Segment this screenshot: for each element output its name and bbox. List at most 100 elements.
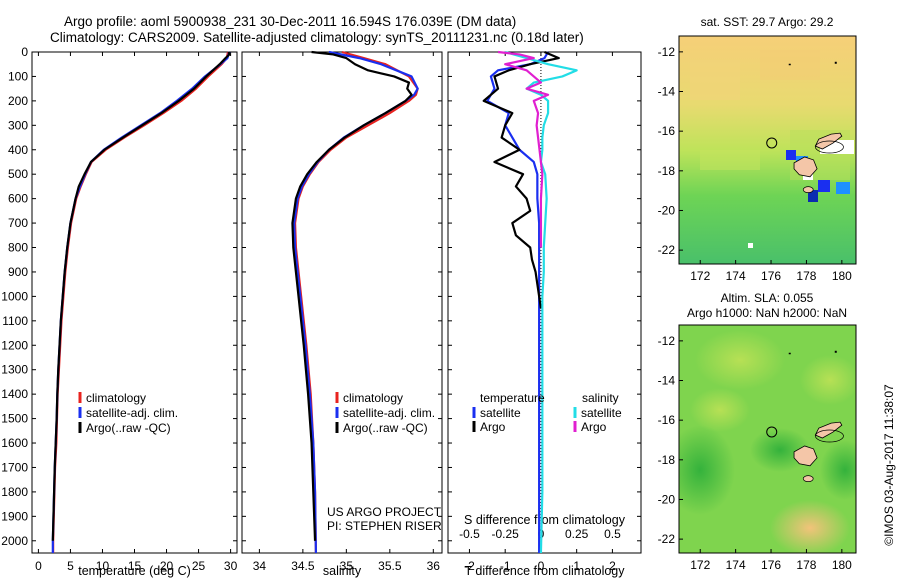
salinity-x-tick-label: 36: [427, 559, 441, 573]
temperature-x-tick-label: 15: [128, 559, 142, 573]
depth-tick-label: 100: [8, 69, 28, 83]
argo-position-marker: [766, 426, 778, 438]
lat-tick-label: -12: [658, 45, 676, 59]
argo-position-marker: [766, 137, 778, 149]
difference-series-salinity-satellite: [504, 50, 578, 554]
island-dot: [788, 63, 791, 66]
lon-tick-label: 178: [796, 558, 816, 572]
lon-tick-label: 180: [832, 558, 852, 572]
s-diff-tick-label: -0.5: [459, 527, 480, 541]
s-diff-tick-label: 0.5: [604, 527, 621, 541]
legend-s-satellite-label: satellite: [581, 406, 622, 420]
salinity-x-tick-label: 35: [340, 559, 354, 573]
s-diff-axis-label: S difference from climatology: [464, 513, 626, 527]
lat-tick-label: -18: [658, 453, 676, 467]
lon-tick-label: 180: [832, 269, 852, 283]
depth-tick-label: 600: [8, 192, 28, 206]
sla-map-title-line1: Altim. SLA: 0.055: [721, 291, 814, 305]
depth-tick-label: 900: [8, 265, 28, 279]
project-label: US ARGO PROJECT: [327, 505, 442, 519]
island-rotuma: [834, 350, 837, 353]
sla-map-axes: 172 174 176 178 180 -12 -14 -16 -18 -20 -22: [658, 324, 857, 572]
temperature-series-argo-raw-qc-: [51, 51, 231, 541]
depth-tick-label: 200: [8, 94, 28, 108]
lon-tick-label: 172: [690, 269, 710, 283]
depth-tick-label: 1400: [1, 387, 28, 401]
salinity-plot-frame: [241, 51, 443, 554]
figure-title-line2: Climatology: CARS2009. Satellite-adjuste…: [50, 30, 584, 45]
pi-label: PI: STEPHEN RISER: [327, 519, 442, 533]
imos-credit: ©IMOS 03-Aug-2017 11:38:07: [882, 384, 896, 546]
lon-tick-label: 176: [761, 269, 781, 283]
temperature-x-axis-label: temperature (deg C): [78, 564, 191, 578]
difference-x-axis-label: T difference from climatology: [464, 564, 625, 578]
land-viti-levu: [793, 445, 818, 467]
depth-tick-label: 1100: [2, 314, 28, 328]
lat-tick-label: -14: [658, 374, 676, 388]
lon-tick-label: 174: [726, 269, 746, 283]
depth-tick-label: 800: [8, 241, 28, 255]
depth-tick-label: 1300: [1, 363, 28, 377]
temperature-x-tick-label: 0: [35, 559, 42, 573]
depth-tick-label: 1800: [1, 485, 28, 499]
lon-tick-label: 176: [761, 558, 781, 572]
temperature-x-tick-label: 20: [160, 559, 174, 573]
depth-tick-label: 0: [21, 45, 28, 59]
depth-tick-label: 2000: [1, 534, 28, 548]
depth-tick-label: 300: [8, 118, 28, 132]
legend-argo-label: Argo(..raw -QC): [343, 421, 428, 435]
sla-map-frame: [678, 324, 857, 554]
lat-tick-label: -22: [658, 243, 676, 257]
depth-tick-label: 1900: [1, 509, 28, 523]
difference-x-tick-label: 1: [573, 559, 580, 573]
reef-outline: [815, 429, 844, 443]
lat-tick-label: -20: [658, 203, 676, 217]
reef-outline: [815, 140, 844, 154]
sla-map-title-line2: Argo h1000: NaN h2000: NaN: [687, 306, 847, 320]
sla-map: [679, 325, 856, 553]
legend-t-argo-label: Argo: [480, 420, 506, 434]
legend-satellite-adj-label: satellite-adj. clim.: [86, 406, 178, 420]
depth-tick-label: 1000: [1, 289, 28, 303]
sst-map-title: sat. SST: 29.7 Argo: 29.2: [701, 15, 834, 29]
depth-tick-label: 1500: [1, 412, 28, 426]
s-diff-tick-label: -0.25: [492, 527, 520, 541]
sst-map-frame: [678, 35, 857, 265]
salinity-x-tick-label: 34: [253, 559, 267, 573]
lat-tick-label: -22: [658, 532, 676, 546]
land-kadavu: [802, 475, 814, 483]
difference-x-tick-label: -1: [500, 559, 511, 573]
temperature-x-tick-label: 30: [224, 559, 238, 573]
difference-series-temperature-argo: [482, 50, 560, 309]
chart-temperature: 0100200300400500600700800900100011001200…: [1, 45, 237, 578]
salinity-x-tick-label: 35.5: [378, 559, 402, 573]
figure-title-line1: Argo profile: aoml 5900938_231 30-Dec-20…: [64, 14, 517, 29]
salinity-series-argo-raw-qc-: [291, 50, 413, 541]
legend-temperature-heading: temperature: [480, 391, 545, 405]
land-viti-levu: [793, 156, 818, 178]
depth-tick-label: 1700: [1, 460, 28, 474]
depth-tick-label: 1200: [1, 338, 28, 352]
difference-series-temperature-satellite: [486, 51, 550, 553]
legend-salinity-heading: salinity: [582, 391, 619, 405]
difference-series-salinity-argo: [497, 50, 550, 248]
depth-tick-label: 400: [8, 143, 28, 157]
difference-x-tick-label: 2: [609, 559, 616, 573]
lat-tick-label: -20: [658, 492, 676, 506]
depth-tick-label: 500: [8, 167, 28, 181]
chart-difference: -2 -1 0 1 2T difference from climatology -0.5…: [447, 50, 642, 578]
temperature-x-tick-label: 25: [192, 559, 206, 573]
chart-salinity: 34 34.5 35 35.5 36 salinity: [241, 50, 443, 578]
salinity-x-axis-label: salinity: [323, 564, 362, 578]
sst-map-axes: 172 174 176 178 180 -12 -14 -16 -18 -20 -22: [658, 35, 857, 283]
legend-s-argo-label: Argo: [581, 420, 607, 434]
salinity-x-tick-label: 34.5: [291, 559, 315, 573]
legend-argo-label: Argo(..raw -QC): [86, 421, 171, 435]
difference-x-tick-label: -2: [464, 559, 475, 573]
land-kadavu: [802, 186, 814, 194]
island-dot: [788, 352, 791, 355]
legend-satellite-adj-label: satellite-adj. clim.: [343, 406, 435, 420]
